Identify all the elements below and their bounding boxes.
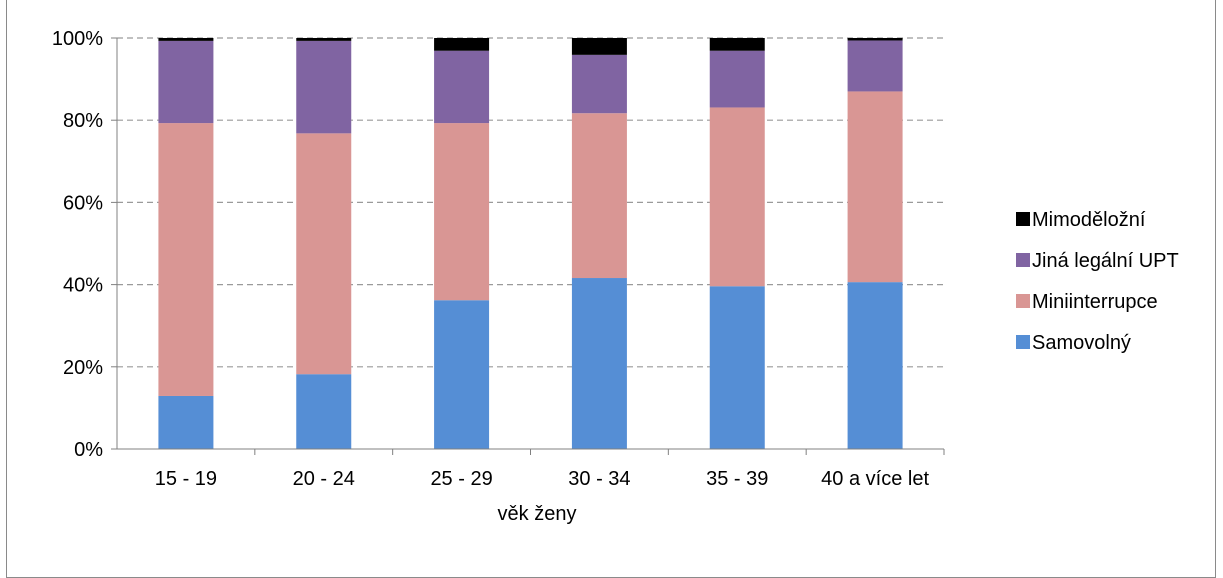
legend-label: Jiná legální UPT [1032, 250, 1179, 272]
bar-segment [434, 300, 490, 449]
bar-segment [434, 123, 490, 301]
bar-segment [158, 40, 214, 124]
y-tick-label: 20% [63, 357, 103, 379]
bar-segment [709, 38, 765, 51]
bar-segment [296, 374, 352, 449]
bar-segment [434, 38, 490, 51]
legend: Mimoděložní Jiná legální UPT Miniinterrupc… [1016, 209, 1179, 354]
bar-segment [847, 38, 903, 41]
legend-swatch [1016, 335, 1030, 349]
y-tick-label: 80% [63, 110, 103, 132]
x-tick-label: 15 - 19 [155, 468, 217, 490]
bar-segment [709, 107, 765, 287]
bar-segment [847, 40, 903, 92]
bar-segment [571, 278, 627, 449]
x-tick-label: 35 - 39 [706, 468, 768, 490]
gridlines [117, 37, 944, 368]
bar-segment [158, 123, 214, 396]
stacked-bar-chart: 0% 20% 40% 60% 80% 100% 15 - 19 20 - 24 25 - 29 3… [52, 28, 1179, 525]
y-tick-label: 0% [74, 439, 103, 461]
tick-labels: 0% 20% 40% 60% 80% 100% 15 - 19 20 - 24 25 - 29 3… [52, 28, 930, 490]
bar-segment [158, 38, 214, 41]
bar-segment [571, 54, 627, 114]
legend-label: Samovolný [1032, 332, 1131, 354]
bar-segment [571, 113, 627, 279]
axes [111, 37, 945, 455]
legend-label: Miniinterrupce [1032, 291, 1158, 313]
bar-segment [709, 286, 765, 449]
y-tick-label: 40% [63, 275, 103, 297]
x-tick-label: 25 - 29 [430, 468, 492, 490]
bar-segment [296, 40, 352, 134]
bar-segment [847, 91, 903, 283]
bar-segment [296, 38, 352, 41]
legend-swatch [1016, 253, 1030, 267]
bar-segment [847, 282, 903, 449]
legend-swatch [1016, 212, 1030, 226]
x-tick-label: 40 a více let [821, 468, 929, 490]
bar-segment [296, 133, 352, 375]
x-tick-label: 30 - 34 [568, 468, 630, 490]
legend-label: Mimoděložní [1032, 209, 1146, 231]
bar-segment [571, 38, 627, 55]
bar-segment [434, 50, 490, 124]
x-tick-label: 20 - 24 [293, 468, 355, 490]
bar-segment [158, 395, 214, 449]
y-tick-label: 100% [52, 28, 103, 50]
x-axis-title: věk ženy [498, 503, 577, 525]
y-tick-label: 60% [63, 192, 103, 214]
bar-segment [709, 50, 765, 108]
legend-swatch [1016, 294, 1030, 308]
bars [158, 38, 903, 449]
